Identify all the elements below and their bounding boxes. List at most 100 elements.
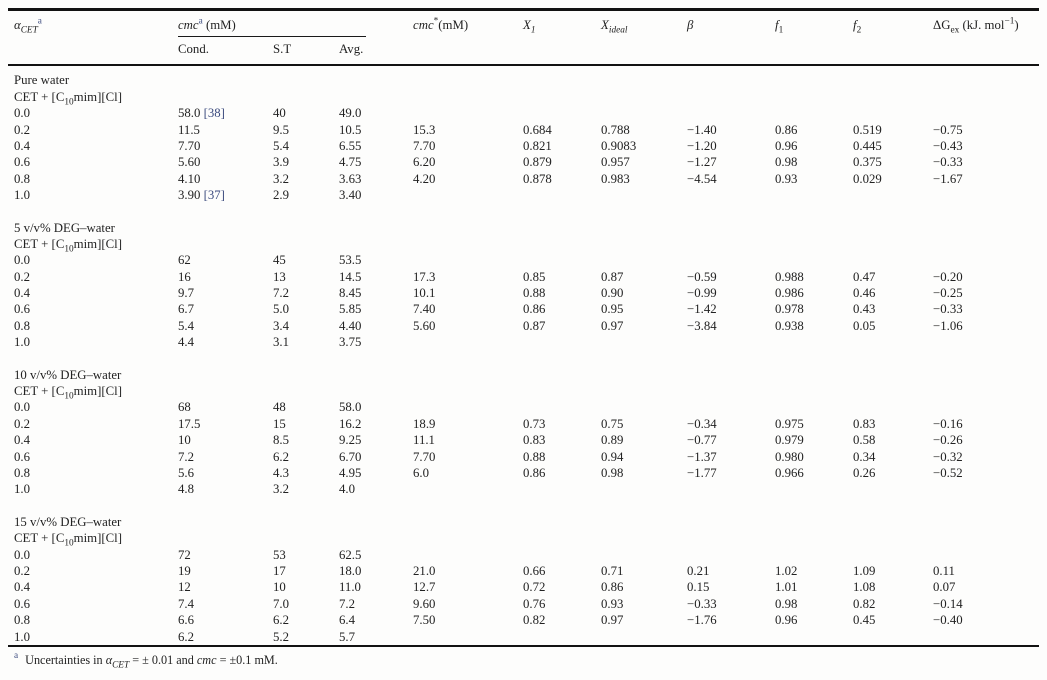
f2-cell xyxy=(853,546,933,562)
beta-cell xyxy=(687,252,775,268)
table-body: Pure water CET + [C10mim][Cl] 0.0 58.0 [38]… xyxy=(8,65,1039,646)
footnote-marker-link[interactable]: a xyxy=(198,16,203,27)
f1-cell: 0.93 xyxy=(775,171,798,186)
dg-ex-cell: −0.14 xyxy=(933,596,963,611)
st-cell: 15 xyxy=(273,416,286,431)
x1-cell: 0.72 xyxy=(523,580,546,595)
table-row: 0.4 10 8.5 9.25 11.1 0.83 0.89 −0.77 0.979 0.58 −0… xyxy=(8,432,1039,448)
avg-cell: 16.2 xyxy=(339,416,362,431)
f1-cell: 0.98 xyxy=(775,155,798,170)
st-cell: 6.2 xyxy=(273,449,289,464)
dg-ex-cell xyxy=(933,334,1039,350)
f1-cell xyxy=(775,399,853,415)
f2-cell: 0.445 xyxy=(853,138,882,153)
beta-cell xyxy=(687,546,775,562)
dg-ex-cell: −0.40 xyxy=(933,613,963,628)
x1-cell: 0.821 xyxy=(523,138,552,153)
table-row: 0.0 58.0 [38] 40 49.0 xyxy=(8,105,1039,121)
dg-ex-cell: −0.26 xyxy=(933,433,963,448)
alpha-cell: 0.2 xyxy=(14,563,30,578)
table-row: 0.6 6.7 5.0 5.85 7.40 0.86 0.95 −1.42 0.978 0.43 −… xyxy=(8,301,1039,317)
f1-cell xyxy=(775,105,853,121)
alpha-cell: 0.2 xyxy=(14,269,30,284)
cmc-star-cell: 12.7 xyxy=(413,580,436,595)
beta-cell xyxy=(687,481,775,497)
x1-cell xyxy=(523,105,601,121)
section-solvent-title-row: 5 v/v% DEG–water xyxy=(8,219,1039,235)
st-cell: 7.2 xyxy=(273,286,289,301)
x1-cell: 0.83 xyxy=(523,433,546,448)
f1-cell: 0.979 xyxy=(775,433,804,448)
col-header-x1: X1 xyxy=(523,9,602,66)
cmc-star-cell xyxy=(413,546,523,562)
beta-cell xyxy=(687,628,775,645)
alpha-cell: 0.8 xyxy=(14,318,30,333)
cmc-star-cell: 5.60 xyxy=(413,318,436,333)
footnote-marker-link[interactable]: a xyxy=(14,651,19,662)
f2-cell: 0.46 xyxy=(853,286,876,301)
beta-cell: −0.99 xyxy=(687,286,717,301)
st-cell: 3.9 xyxy=(273,155,289,170)
alpha-cell: 0.6 xyxy=(14,155,30,170)
st-cell: 4.3 xyxy=(273,465,289,480)
cmc-star-cell: 6.0 xyxy=(413,465,430,480)
f2-cell xyxy=(853,628,933,645)
cond-cell: 19 xyxy=(178,563,191,578)
x1-cell xyxy=(523,187,601,203)
beta-cell: −0.34 xyxy=(687,416,717,431)
f2-cell: 0.029 xyxy=(853,171,882,186)
x1-cell: 0.88 xyxy=(523,449,546,464)
f1-cell: 0.986 xyxy=(775,286,804,301)
cmc-star-cell: 7.40 xyxy=(413,302,436,317)
alpha-cell: 0.2 xyxy=(14,416,30,431)
beta-cell xyxy=(687,105,775,121)
table-row: 0.8 6.6 6.2 6.4 7.50 0.82 0.97 −1.76 0.96 0.45 −0.… xyxy=(8,612,1039,628)
st-cell: 53 xyxy=(273,547,286,562)
x1-cell: 0.88 xyxy=(523,286,546,301)
beta-cell: −1.27 xyxy=(687,155,717,170)
f1-cell: 0.975 xyxy=(775,416,804,431)
citation-link[interactable]: [37] xyxy=(203,188,225,203)
cmc-star-cell: 21.0 xyxy=(413,563,436,578)
f1-cell: 1.01 xyxy=(775,580,798,595)
f2-cell: 0.519 xyxy=(853,122,882,137)
table-row: 0.2 11.5 9.5 10.5 15.3 0.684 0.788 −1.40 0.86 0.5… xyxy=(8,121,1039,137)
f1-cell: 0.96 xyxy=(775,138,798,153)
beta-cell xyxy=(687,187,775,203)
dg-ex-cell: −0.16 xyxy=(933,416,963,431)
x-ideal-cell: 0.87 xyxy=(601,269,624,284)
avg-cell: 58.0 xyxy=(339,400,362,415)
f2-cell xyxy=(853,334,933,350)
section-compound-row: CET + [C10mim][Cl] xyxy=(8,383,1039,401)
col-header-cmc-group: cmca (mM) xyxy=(178,10,413,39)
footnote-marker-link[interactable]: a xyxy=(37,16,42,27)
cmc-star-cell: 7.70 xyxy=(413,449,436,464)
st-cell: 48 xyxy=(273,400,286,415)
col-header-f2: f2 xyxy=(853,9,934,66)
avg-cell: 4.0 xyxy=(339,482,355,497)
x-ideal-cell xyxy=(601,252,687,268)
x1-cell: 0.879 xyxy=(523,155,552,170)
col-header-cond: Cond. xyxy=(178,38,273,66)
citation-link[interactable]: [38] xyxy=(203,106,225,121)
alpha-cell: 1.0 xyxy=(14,629,30,644)
x-ideal-cell: 0.98 xyxy=(601,465,624,480)
f1-cell: 0.988 xyxy=(775,269,804,284)
table-row: 0.6 7.4 7.0 7.2 9.60 0.76 0.93 −0.33 0.98 0.82 −0.… xyxy=(8,595,1039,611)
avg-cell: 62.5 xyxy=(339,547,362,562)
cmc-star-cell: 11.1 xyxy=(413,433,435,448)
f2-cell xyxy=(853,187,933,203)
dg-ex-cell xyxy=(933,546,1039,562)
x-ideal-cell: 0.97 xyxy=(601,318,624,333)
x-ideal-cell: 0.957 xyxy=(601,155,630,170)
dg-ex-cell: −0.33 xyxy=(933,155,963,170)
cmc-star-cell: 10.1 xyxy=(413,286,436,301)
alpha-cell: 0.4 xyxy=(14,138,30,153)
x-ideal-cell xyxy=(601,481,687,497)
alpha-cell: 0.8 xyxy=(14,613,30,628)
cond-cell: 7.2 xyxy=(178,449,194,464)
f1-cell: 0.980 xyxy=(775,449,804,464)
x-ideal-cell xyxy=(601,546,687,562)
avg-cell: 8.45 xyxy=(339,286,362,301)
